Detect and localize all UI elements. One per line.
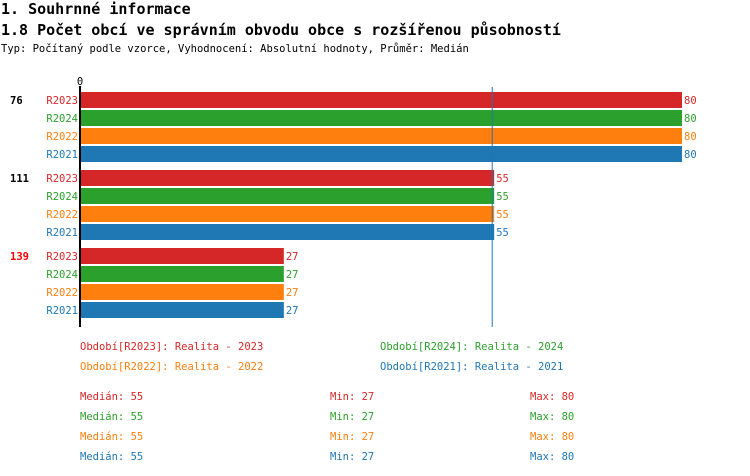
stat-min: Min: 27: [330, 411, 375, 423]
series-label: R2021: [46, 149, 78, 161]
bar: [81, 146, 682, 162]
data-label: 55: [496, 173, 509, 185]
series-label: R2023: [46, 173, 78, 185]
bar: [81, 284, 284, 300]
stat-max: Max: 80: [530, 411, 575, 423]
bar: [81, 170, 495, 186]
stat-median: Medián: 55: [80, 451, 144, 463]
data-label: 27: [286, 287, 299, 299]
stat-min: Min: 27: [330, 451, 375, 463]
data-label: 55: [496, 209, 509, 221]
group-label: 139: [10, 251, 29, 263]
stat-min: Min: 27: [330, 391, 375, 403]
series-label: R2022: [46, 287, 78, 299]
series-label: R2022: [46, 209, 78, 221]
series-label: R2024: [46, 191, 78, 203]
series-label: R2023: [46, 251, 78, 263]
section-title: 1. Souhrnné informace: [1, 0, 191, 18]
stat-median: Medián: 55: [80, 411, 144, 423]
data-label: 80: [684, 113, 697, 125]
bar: [81, 224, 495, 240]
series-label: R2024: [46, 269, 78, 281]
legend-item: Období[R2022]: Realita - 2022: [80, 361, 264, 373]
bar: [81, 92, 682, 108]
data-label: 55: [496, 227, 509, 239]
stat-max: Max: 80: [530, 391, 575, 403]
data-label: 27: [286, 251, 299, 263]
data-label: 27: [286, 305, 299, 317]
bar: [81, 302, 284, 318]
stat-median: Medián: 55: [80, 431, 144, 443]
legend-item: Období[R2024]: Realita - 2024: [380, 341, 564, 353]
series-label: R2021: [46, 227, 78, 239]
series-label: R2022: [46, 131, 78, 143]
chart-subtitle: Typ: Počítaný podle vzorce, Vyhodnocení:…: [1, 43, 469, 55]
stat-min: Min: 27: [330, 431, 375, 443]
data-label: 80: [684, 131, 697, 143]
stat-median: Medián: 55: [80, 391, 144, 403]
bar: [81, 188, 495, 204]
series-label: R2023: [46, 95, 78, 107]
stat-max: Max: 80: [530, 431, 575, 443]
bar: [81, 128, 682, 144]
data-label: 80: [684, 149, 697, 161]
data-label: 55: [496, 191, 509, 203]
group-label: 111: [10, 173, 29, 185]
data-label: 80: [684, 95, 697, 107]
bar: [81, 206, 495, 222]
legend-item: Období[R2023]: Realita - 2023: [80, 341, 264, 353]
bar: [81, 110, 682, 126]
series-label: R2021: [46, 305, 78, 317]
chart-title: 1.8 Počet obcí ve správním obvodu obce s…: [1, 21, 561, 39]
axis-zero-label: 0: [77, 76, 83, 88]
series-label: R2024: [46, 113, 78, 125]
stat-max: Max: 80: [530, 451, 575, 463]
group-label: 76: [10, 95, 23, 107]
data-label: 27: [286, 269, 299, 281]
bar: [81, 266, 284, 282]
legend-item: Období[R2021]: Realita - 2021: [380, 361, 564, 373]
bar: [81, 248, 284, 264]
